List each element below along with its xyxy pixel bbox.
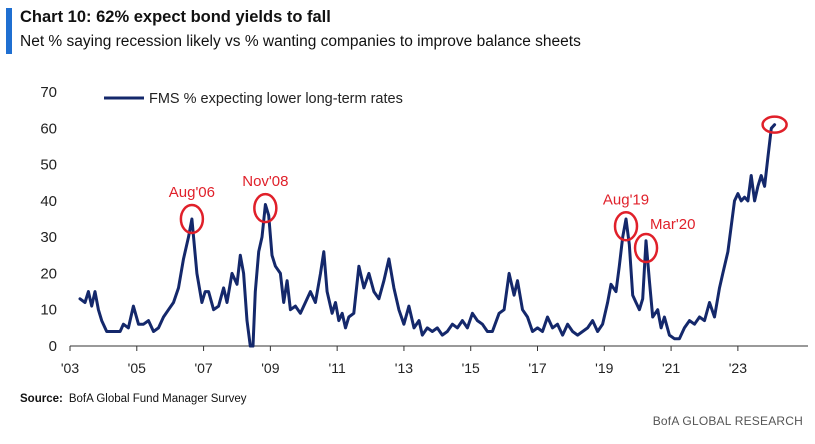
x-tick-label: '07: [194, 360, 212, 376]
x-tick-label: '03: [61, 360, 79, 376]
y-tick-label: 30: [40, 229, 57, 246]
y-tick-label: 20: [40, 265, 57, 282]
legend: FMS % expecting lower long-term rates: [104, 91, 403, 107]
chart-subtitle: Net % saying recession likely vs % wanti…: [20, 33, 581, 50]
title-accent-bar: [6, 8, 12, 54]
annotation-circle: [633, 232, 659, 264]
series-line: [78, 123, 777, 348]
x-tick-label: '15: [462, 360, 480, 376]
y-tick-label: 10: [40, 302, 57, 319]
source-note: Source: BofA Global Fund Manager Survey: [20, 393, 247, 405]
annotation-label: Aug'19: [603, 191, 649, 208]
annotation-label: Aug'06: [169, 184, 215, 201]
y-axis: 0 10 20 30 40 50 60 70: [40, 84, 57, 355]
chart-title: Chart 10: 62% expect bond yields to fall: [20, 8, 331, 26]
annotation-label: Mar'20: [650, 216, 695, 233]
x-tick-label: '09: [261, 360, 279, 376]
y-tick-label: 40: [40, 193, 57, 210]
y-tick-label: 0: [49, 338, 57, 355]
x-tick-label: '21: [662, 360, 680, 376]
y-tick-label: 70: [40, 84, 57, 101]
source-text: BofA Global Fund Manager Survey: [68, 393, 247, 405]
annotation-circle: [179, 203, 205, 235]
annotation-circle: [613, 211, 639, 242]
x-axis: '03 '05 '07 '09 '11 '13 '15 '17 '19 '21 '23: [61, 345, 808, 376]
series-layer: [78, 123, 777, 348]
annotation-circle: [761, 115, 788, 134]
x-tick-label: '13: [395, 360, 413, 376]
y-tick-label: 50: [40, 157, 57, 174]
x-tick-label: '19: [595, 360, 613, 376]
legend-label: FMS % expecting lower long-term rates: [149, 91, 403, 107]
source-label: Source:: [20, 393, 63, 405]
brand-label: BofA GLOBAL RESEARCH: [652, 414, 803, 428]
x-tick-label: '11: [329, 360, 346, 376]
x-tick-label: '05: [128, 360, 146, 376]
y-tick-label: 60: [40, 120, 57, 137]
x-tick-label: '17: [528, 360, 546, 376]
annotation-label: Nov'08: [242, 173, 288, 190]
x-tick-label: '23: [729, 360, 747, 376]
annotation-circle: [253, 192, 278, 224]
line-chart: 0 10 20 30 40 50 60 70 '03 '05 '07 '09 '11 '13 '15 '17…: [40, 84, 808, 376]
